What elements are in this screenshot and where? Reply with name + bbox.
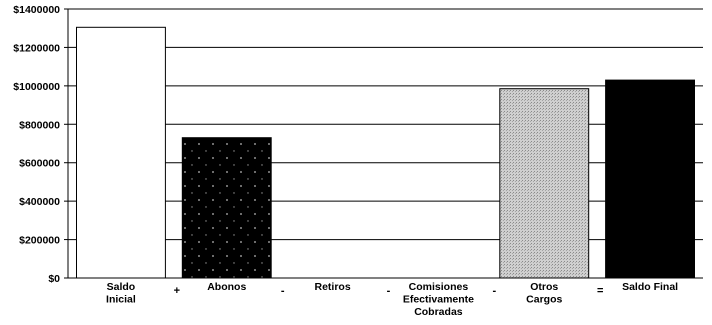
bar <box>181 137 272 279</box>
operator-label: - <box>387 285 391 297</box>
x-category-label: Comisiones <box>409 281 469 293</box>
x-category-label: Efectivamente <box>403 294 474 306</box>
y-tick-label: $800000 <box>19 119 60 131</box>
operator-label: - <box>281 285 285 297</box>
grid-lines <box>68 8 703 241</box>
x-category-label: Cargos <box>526 294 562 306</box>
y-tick-label: $200000 <box>19 235 60 247</box>
x-category-label: Retiros <box>314 281 350 293</box>
operator-label: = <box>597 285 603 297</box>
y-tick-label: $1200000 <box>13 42 60 54</box>
x-category-label: Cobradas <box>414 306 463 318</box>
labels: $0 $200000 $400000 $600000 $800000 $1000000 $1… <box>13 4 678 318</box>
y-tick-label: $0 <box>48 273 60 285</box>
axes <box>64 8 703 279</box>
y-tick-label: $400000 <box>19 196 60 208</box>
x-category-label: Saldo Final <box>622 281 678 293</box>
operator-label: + <box>174 285 180 297</box>
operator-label: - <box>492 285 496 297</box>
y-tick-label: $600000 <box>19 158 60 170</box>
x-category-label: Abonos <box>207 281 246 293</box>
bar <box>605 79 695 279</box>
x-category-label: Saldo <box>107 281 136 293</box>
x-category-label: Otros <box>530 281 558 293</box>
y-tick-label: $1400000 <box>13 4 60 16</box>
bar <box>76 26 166 279</box>
y-tick-label: $1000000 <box>13 81 60 93</box>
bar <box>499 88 590 279</box>
bars <box>76 26 695 279</box>
x-category-label: Inicial <box>106 294 136 306</box>
